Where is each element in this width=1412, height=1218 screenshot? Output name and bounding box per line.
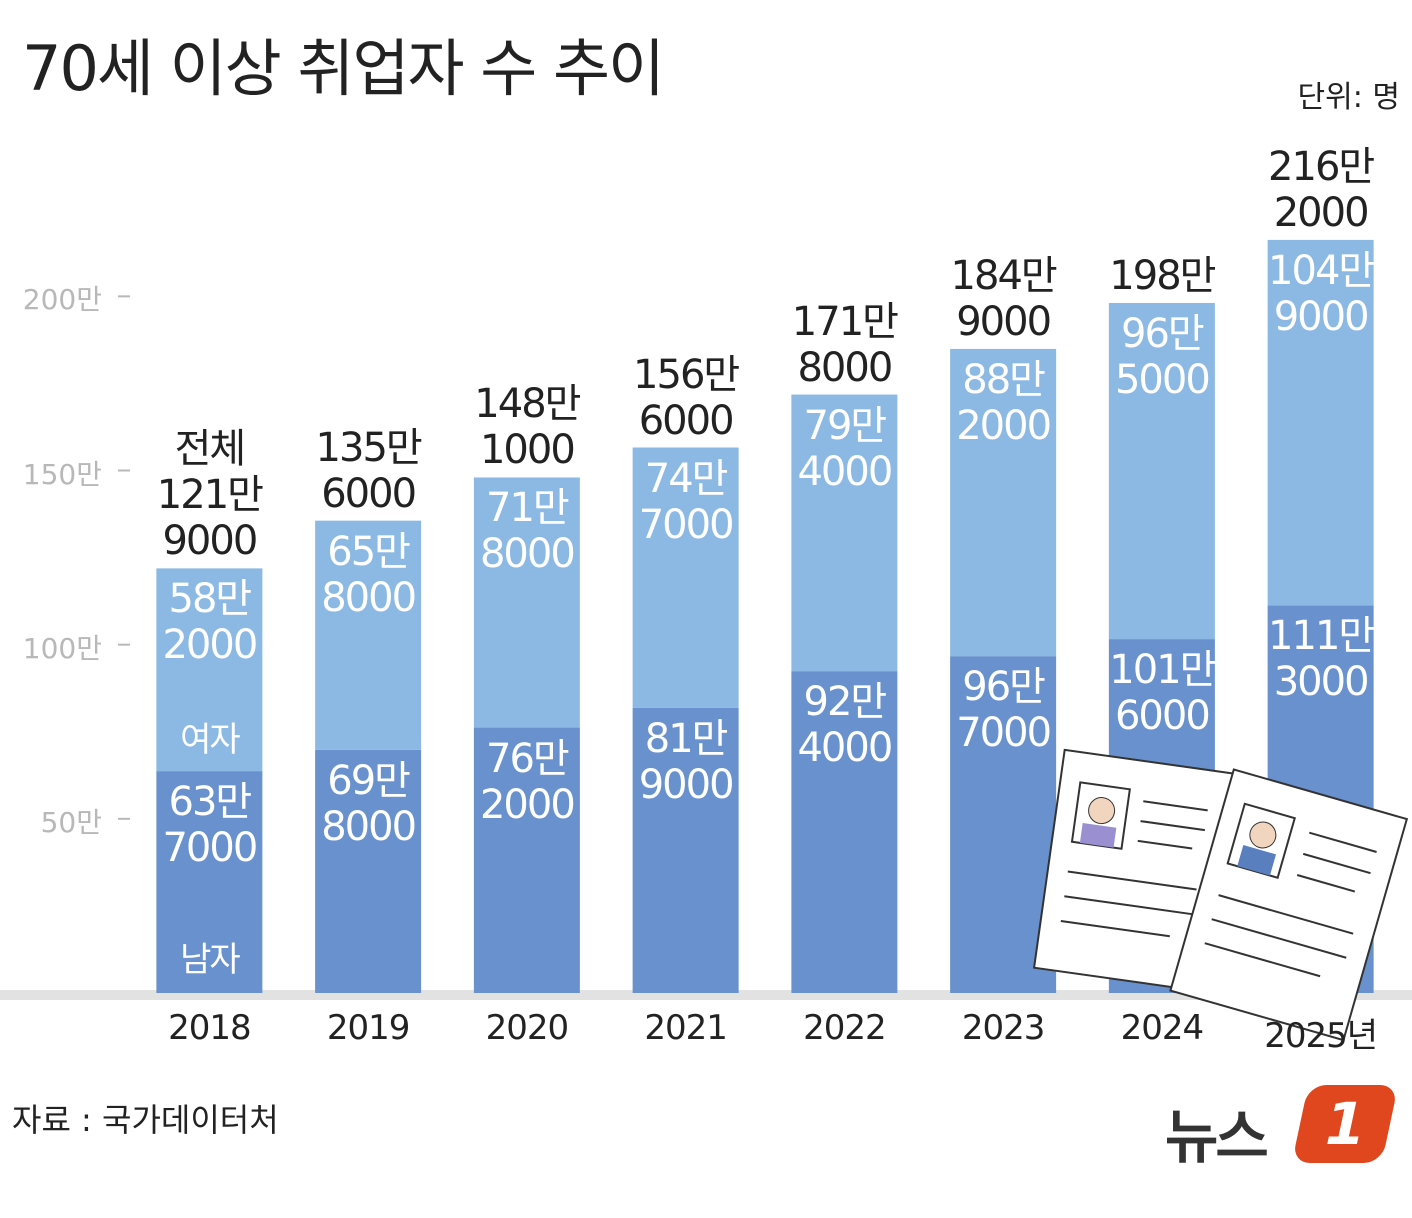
value-label: 69만 8000 <box>321 757 417 850</box>
unit-note: 단위: 명 <box>1297 80 1400 115</box>
resume-paper <box>1032 748 1235 993</box>
value-label: 104만 9000 <box>1268 247 1375 340</box>
baseline-shadow <box>0 990 1412 1000</box>
value-label: 101만 6000 <box>1109 647 1216 740</box>
value-label: 96만 5000 <box>1114 310 1211 403</box>
bar-segment <box>315 520 422 750</box>
value-label: 81만 9000 <box>638 715 735 808</box>
x-tick-label: 2025년 <box>1264 1016 1378 1056</box>
bar-segment <box>156 568 263 772</box>
bar-segment <box>632 447 739 708</box>
total-label: 216만 2000 <box>1268 143 1375 236</box>
bar-segment <box>1267 239 1374 606</box>
bar-segment <box>473 727 580 993</box>
value-label: 76만 2000 <box>479 735 576 828</box>
bar-segment <box>315 749 422 993</box>
y-tick-label: 200만 <box>22 283 102 317</box>
value-label: 92만 4000 <box>797 679 893 772</box>
value-label: 63만 7000 <box>162 779 258 872</box>
legend-label: 여자 <box>180 720 241 761</box>
x-tick-label: 2020 <box>485 1008 570 1048</box>
bar-segment <box>632 707 739 993</box>
logo-mark: 1 <box>1291 1085 1399 1163</box>
bar-segment <box>950 348 1057 657</box>
y-tick-label: 100만 <box>22 631 102 665</box>
total-name: 전체 <box>174 426 247 473</box>
value-label: 111만 3000 <box>1268 613 1375 706</box>
total-label: 171만 8000 <box>791 298 899 391</box>
chart-title: 70세 이상 취업자 수 추이 <box>22 32 665 105</box>
legend-label: 남자 <box>180 940 241 980</box>
value-label: 96만 7000 <box>956 664 1052 757</box>
value-label: 71만 8000 <box>479 485 576 578</box>
total-label: 148만 1000 <box>474 381 581 474</box>
x-tick-label: 2018 <box>168 1008 252 1048</box>
value-label: 88만 2000 <box>956 356 1052 449</box>
x-tick-label: 2021 <box>644 1008 728 1048</box>
bar-segment <box>791 671 898 993</box>
bar-segment <box>473 477 580 728</box>
x-tick-label: 2023 <box>961 1008 1046 1048</box>
x-tick-label: 2019 <box>326 1008 411 1048</box>
source: 자료 : 국가데이터처 <box>12 1101 279 1139</box>
bar-segment <box>156 771 263 993</box>
value-label: 74만 7000 <box>638 455 735 548</box>
x-tick-label: 2024 <box>1120 1008 1205 1048</box>
total-label: 156만 6000 <box>633 351 740 444</box>
total-label: 184만 9000 <box>950 252 1058 345</box>
total-label: 198만 <box>1109 253 1216 300</box>
value-label: 79만 4000 <box>797 402 893 495</box>
bar-segment <box>791 394 898 672</box>
logo-text: 뉴스 <box>1165 1103 1269 1171</box>
x-tick-label: 2022 <box>803 1008 887 1048</box>
total-label: 121만 9000 <box>156 472 264 565</box>
resume-paper <box>1169 768 1409 1042</box>
y-tick-label: 150만 <box>22 457 102 491</box>
value-label: 65만 8000 <box>321 528 417 621</box>
total-label: 135만 6000 <box>315 424 423 517</box>
value-label: 58만 2000 <box>162 576 258 669</box>
y-tick-label: 50만 <box>40 805 102 839</box>
bar-segment <box>1108 302 1215 640</box>
